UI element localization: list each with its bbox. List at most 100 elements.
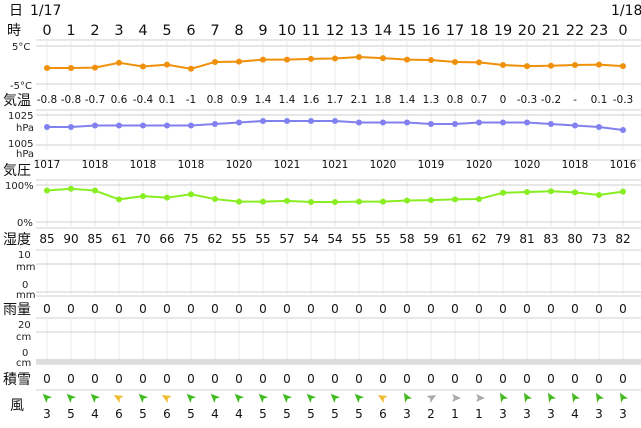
temp-point [452,58,458,65]
snow-value-label: 0 [523,372,531,386]
humidity-point [68,185,74,192]
precip-axis-top: 10 [18,250,31,261]
wind-arrow-icon [572,392,580,403]
precip-value-label: 0 [499,302,507,316]
wind-speed-label: 6 [163,407,171,421]
hour-tick: 6 [186,23,195,39]
hour-tick: 13 [350,23,368,39]
humidity-value-label: 75 [183,232,198,246]
humidity-value-label: 59 [423,232,438,246]
humidity-value-label: 54 [327,232,342,246]
temp-point [92,64,98,71]
humidity-value-label: 70 [135,232,150,246]
humidity-value-label: 79 [495,232,510,246]
wind-speed-label: 1 [451,407,459,421]
wind-arrow-shape [404,392,412,403]
humidity-value-label: 81 [519,232,534,246]
temp-point [68,65,74,72]
precip-value-label: 0 [283,302,291,316]
snow-value-label: 0 [307,372,315,386]
pressure-value-label: 1017 [34,159,61,171]
humidity-point [188,191,194,198]
wind-arrow-shape [113,395,124,403]
humidity-point [572,189,578,196]
humidity-point [140,193,146,200]
pressure-point [44,124,50,130]
humidity-value-label: 66 [159,232,174,246]
wind-arrow-shape [377,395,388,403]
temp-value-label: 0.6 [111,94,128,106]
wind-speed-label: 3 [403,407,411,421]
temp-value-label: 0.8 [207,94,224,106]
wind-label: 風 [10,398,24,414]
humidity-value-label: 54 [303,232,318,246]
date-start: 1/17 [30,3,61,19]
precip-label: 雨量 [3,302,31,318]
humidity-value-label: 57 [279,232,294,246]
pressure-point [572,122,578,129]
pressure-label: 気圧 [3,163,31,179]
humidity-value-label: 55 [231,232,246,246]
pressure-point [404,119,410,126]
snow-axis-bottom: 0 [22,348,28,359]
hour-tick: 22 [566,23,584,39]
humidity-value-label: 82 [615,232,630,246]
pressure-point [92,122,98,129]
snow-value-label: 0 [595,372,603,386]
pressure-point [188,122,194,129]
temp-value-label: 1.4 [399,94,416,106]
temp-value-label: 1.7 [327,94,344,106]
snow-axis-top: 20 [18,320,31,331]
precip-value-label: 0 [451,302,459,316]
pressure-point [380,119,386,126]
temp-value-label: 1.3 [423,94,440,106]
wind-arrow-icon [596,392,604,403]
humidity-value-label: 58 [399,232,414,246]
chart-marks: 0 1 2 3 4 5 6 7 8 9 10 11 12 13 14 15 16 17 18 19 20 21 22 23 0-… [34,23,641,421]
temp-value-label: 0.1 [159,94,176,106]
hour-tick: 11 [302,23,320,39]
snow-axis-bottom-unit: cm [16,358,31,369]
wind-speed-label: 3 [595,407,603,421]
temp-point [116,59,122,66]
wind-speed-label: 5 [283,407,291,421]
temp-value-label: -0.7 [85,94,106,106]
temp-value-label: -0.8 [37,94,58,106]
pressure-point [500,119,506,126]
wind-speed-label: 5 [187,407,195,421]
wind-arrow-shape [210,393,220,403]
wind-arrow-icon [354,393,364,403]
temp-value-label: 0.1 [591,94,608,106]
humidity-value-label: 85 [39,232,54,246]
humidity-value-label: 62 [471,232,486,246]
pressure-axis-bottom-unit: hPa [16,149,34,160]
hour-tick: 0 [618,23,627,39]
wind-arrow-shape [548,392,556,403]
wind-arrow-shape [524,392,532,403]
wind-speed-label: 5 [67,407,75,421]
temp-point [284,56,290,63]
wind-arrow-icon [306,393,316,403]
humidity-point [500,189,506,196]
wind-arrow-shape [282,393,292,403]
humidity-value-label: 80 [567,232,582,246]
precip-value-label: 0 [307,302,315,316]
hour-tick: 16 [422,23,440,39]
pressure-value-label: 1019 [418,159,445,171]
temp-value-label: -0.4 [133,94,154,106]
temp-point [164,61,170,68]
wind-speed-label: 1 [475,407,483,421]
snow-value-label: 0 [259,372,267,386]
pressure-axis-bottom: 1005 [8,139,33,150]
temp-point [44,65,50,72]
snow-value-label: 0 [355,372,363,386]
wind-speed-label: 4 [235,407,243,421]
wind-arrow-shape [330,393,340,403]
temp-point [500,62,506,68]
temp-point [620,63,626,70]
snow-value-label: 0 [139,372,147,386]
temp-point [572,62,578,68]
pressure-point [260,118,266,124]
pressure-point [308,118,314,124]
hour-tick: 1 [66,23,75,39]
